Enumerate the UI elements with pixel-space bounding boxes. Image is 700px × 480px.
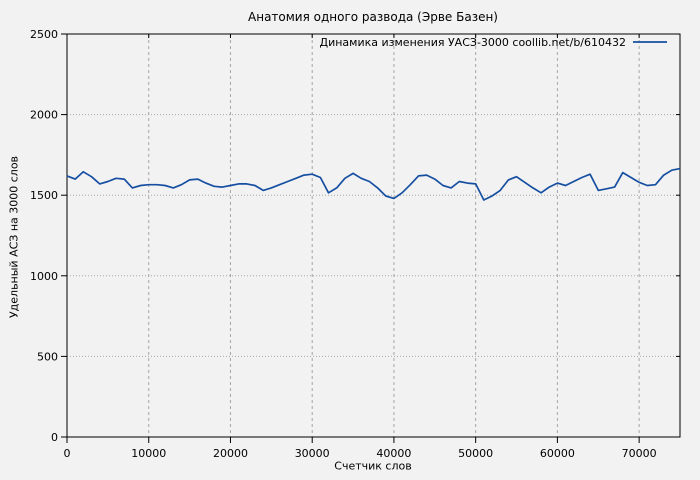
y-tick-label: 2500 [30,28,58,41]
legend-label: Динамика изменения УАСЗ-3000 coollib.net… [320,36,627,49]
y-tick-label: 500 [37,350,58,363]
x-tick-label: 0 [64,447,71,460]
x-tick-label: 50000 [458,447,493,460]
x-tick-label: 70000 [622,447,657,460]
y-tick-label: 0 [51,431,58,444]
x-tick-label: 40000 [376,447,411,460]
x-tick-label: 20000 [213,447,248,460]
y-tick-label: 1500 [30,189,58,202]
x-axis-label: Счетчик слов [334,459,412,473]
chart-title: Анатомия одного развода (Эрве Базен) [248,10,498,24]
x-tick-label: 60000 [540,447,575,460]
series-line [66,167,681,201]
y-tick-label: 1000 [30,270,58,283]
y-tick-label: 2000 [30,109,58,122]
x-tick-label: 30000 [295,447,330,460]
plot-border [66,33,681,438]
x-tick-label: 10000 [131,447,166,460]
